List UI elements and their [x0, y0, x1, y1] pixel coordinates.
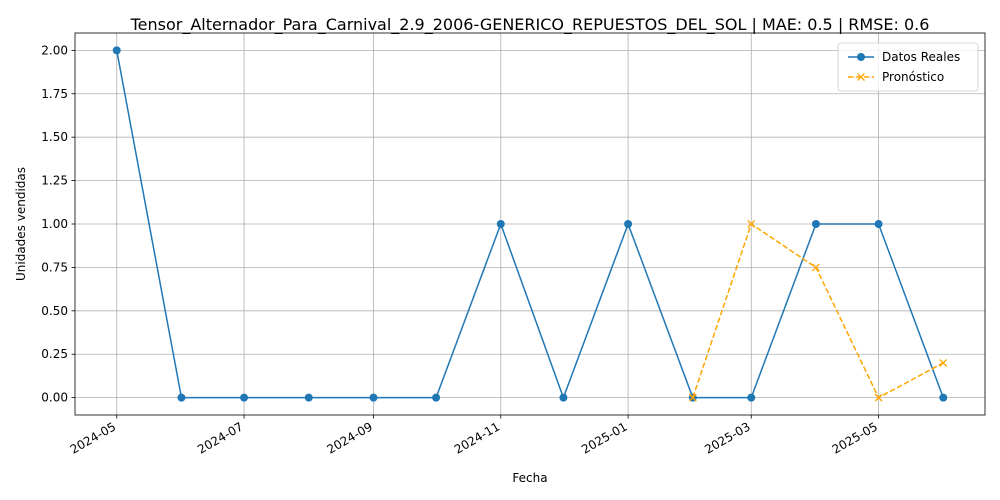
data-point — [177, 393, 186, 402]
data-point — [559, 393, 568, 402]
data-point — [747, 393, 756, 402]
series-forecast — [688, 220, 948, 402]
legend-label: Datos Reales — [882, 50, 960, 64]
y-axis: 0.00 0.25 0.50 0.75 1.00 1.25 1.50 1.75 2.00 — [41, 43, 75, 405]
chart-title: Tensor_Alternador_Para_Carnival_2.9_2006… — [130, 15, 930, 35]
data-point — [496, 220, 505, 228]
x-tick-label: 2024-07 — [195, 419, 245, 456]
y-tick-label: 1.75 — [41, 87, 68, 101]
series-actual — [112, 46, 948, 402]
legend: Datos Reales Pronóstico — [837, 42, 979, 92]
y-tick-label: 1.25 — [41, 174, 68, 188]
legend-marker — [857, 73, 865, 81]
y-tick-label: 2.00 — [41, 43, 68, 57]
data-point — [939, 393, 948, 402]
data-point — [432, 393, 441, 402]
x-tick-label: 2024-09 — [325, 419, 375, 456]
series-layer — [112, 46, 948, 402]
x-axis: 2024-05 2024-07 2024-09 2024-11 2025-01 2025-… — [68, 415, 880, 457]
data-point — [240, 393, 249, 402]
data-point — [874, 393, 883, 402]
y-tick-label: 0.75 — [41, 260, 68, 274]
data-point — [304, 393, 313, 402]
y-axis-label: Unidades vendidas — [14, 167, 28, 281]
legend-label: Pronóstico — [882, 70, 944, 84]
x-tick-label: 2025-03 — [702, 419, 752, 456]
y-tick-label: 1.00 — [41, 217, 68, 231]
series-line — [116, 50, 944, 400]
y-tick-label: 1.50 — [41, 130, 68, 144]
data-point — [624, 220, 633, 228]
data-point — [747, 220, 756, 228]
data-point — [369, 393, 378, 402]
y-tick-label: 0.50 — [41, 304, 68, 318]
x-axis-label: Fecha — [512, 471, 547, 485]
data-point — [112, 46, 121, 55]
x-tick-label: 2024-05 — [68, 419, 118, 456]
legend-box — [837, 42, 979, 92]
x-tick-label: 2025-05 — [830, 419, 880, 456]
data-point — [874, 220, 883, 228]
x-tick-label: 2024-11 — [452, 419, 502, 456]
data-point — [811, 220, 820, 228]
legend-marker — [857, 53, 865, 61]
data-point — [811, 263, 820, 272]
x-tick-label: 2025-01 — [579, 419, 629, 456]
data-point — [688, 393, 697, 402]
y-tick-label: 0.00 — [41, 391, 68, 405]
data-point — [939, 358, 948, 367]
y-tick-label: 0.25 — [41, 347, 68, 361]
